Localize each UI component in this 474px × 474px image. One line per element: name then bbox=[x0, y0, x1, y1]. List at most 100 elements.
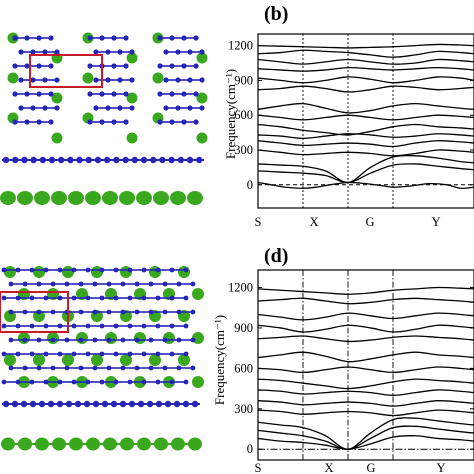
boron-atom bbox=[54, 49, 60, 55]
boron-atom bbox=[24, 35, 30, 41]
boron-atom bbox=[163, 105, 169, 111]
boron-atom bbox=[78, 337, 84, 343]
metal-atom bbox=[105, 332, 117, 344]
boron-atom bbox=[65, 400, 73, 408]
phonon-band bbox=[258, 417, 474, 450]
boron-atom bbox=[71, 267, 77, 273]
boron-atom bbox=[92, 281, 98, 287]
metal-atom bbox=[196, 52, 208, 64]
metal-atom bbox=[178, 354, 190, 366]
unit-cell bbox=[0, 291, 69, 333]
boron-atom bbox=[196, 156, 203, 164]
boron-atom bbox=[193, 91, 199, 97]
phonon-band bbox=[258, 409, 474, 417]
metal-atom bbox=[188, 437, 202, 451]
boron-atom bbox=[78, 309, 84, 315]
boron-atom bbox=[157, 91, 163, 97]
x-tick-label: S bbox=[255, 461, 262, 474]
boron-atom bbox=[30, 156, 37, 164]
boron-atom bbox=[183, 351, 189, 357]
boron-atom bbox=[129, 49, 135, 55]
boron-atom bbox=[169, 267, 175, 273]
boron-atom bbox=[155, 295, 161, 301]
boron-atom bbox=[48, 156, 56, 164]
x-tick-label: X bbox=[309, 215, 318, 229]
x-tick-label: S bbox=[255, 215, 262, 229]
boron-atom bbox=[1, 323, 7, 329]
phonon-band bbox=[258, 378, 474, 390]
y-tick-label: 0 bbox=[247, 178, 253, 192]
boron-atom bbox=[36, 365, 42, 371]
plot-area-b: 0 300 600 900 1200 bbox=[228, 33, 474, 209]
crystal-structure-bottom-view bbox=[0, 266, 204, 388]
boron-atom bbox=[181, 119, 187, 125]
phonon-band bbox=[258, 140, 474, 148]
boron-atom bbox=[92, 400, 100, 408]
boron-atom bbox=[111, 119, 117, 125]
boron-atom bbox=[137, 400, 145, 408]
boron-atom bbox=[38, 400, 46, 408]
boron-atom bbox=[20, 400, 28, 408]
boron-atom bbox=[67, 156, 74, 164]
boron-atom bbox=[50, 281, 56, 287]
boron-atom bbox=[93, 49, 99, 55]
boron-atom bbox=[93, 105, 99, 111]
boron-atom bbox=[128, 400, 136, 408]
boron-atom bbox=[12, 91, 18, 97]
metal-atom bbox=[136, 191, 152, 205]
metal-atom bbox=[126, 52, 138, 64]
boron-atom bbox=[169, 63, 175, 69]
phonon-band bbox=[258, 102, 474, 114]
boron-atom bbox=[177, 156, 184, 164]
boron-atom bbox=[57, 323, 63, 329]
boron-atom bbox=[43, 351, 49, 357]
boron-atom bbox=[85, 379, 91, 385]
boron-atom bbox=[12, 156, 19, 164]
boron-atom bbox=[163, 49, 169, 55]
metal-atom bbox=[120, 354, 132, 366]
boron-atom bbox=[134, 365, 140, 371]
boron-atom bbox=[123, 91, 129, 97]
boron-atom bbox=[187, 77, 193, 83]
metal-atom bbox=[171, 437, 185, 451]
boron-atom bbox=[15, 351, 21, 357]
boron-atom bbox=[141, 267, 147, 273]
boron-atom bbox=[113, 156, 120, 164]
boron-atom bbox=[190, 309, 196, 315]
boron-atom bbox=[48, 63, 54, 69]
boron-atom bbox=[127, 267, 133, 273]
boron-atom bbox=[8, 337, 14, 343]
boron-atom bbox=[2, 156, 10, 164]
crystal-structure-top-view bbox=[7, 32, 208, 144]
boron-atom bbox=[99, 295, 105, 301]
metal-atom bbox=[170, 191, 186, 205]
metal-atom bbox=[137, 437, 151, 451]
boron-atom bbox=[162, 281, 168, 287]
boron-atom bbox=[169, 91, 175, 97]
boron-atom bbox=[193, 35, 199, 41]
boron-atom bbox=[42, 77, 48, 83]
boron-atom bbox=[24, 119, 30, 125]
boron-atom bbox=[12, 63, 18, 69]
boron-atom bbox=[39, 156, 46, 164]
metal-atom bbox=[149, 354, 161, 366]
boron-atom bbox=[54, 105, 60, 111]
metal-atom bbox=[17, 191, 33, 205]
boron-atom bbox=[99, 267, 105, 273]
boron-atom bbox=[36, 91, 42, 97]
boron-atom bbox=[155, 323, 161, 329]
boron-atom bbox=[120, 281, 126, 287]
boron-atom bbox=[157, 35, 163, 41]
boron-atom bbox=[175, 105, 181, 111]
boron-atom bbox=[18, 105, 24, 111]
boron-atom bbox=[94, 156, 102, 164]
boron-atom bbox=[141, 295, 147, 301]
boron-atom bbox=[92, 309, 98, 315]
boron-atom bbox=[12, 119, 18, 125]
x-tick-label: G bbox=[366, 461, 375, 474]
boron-atom bbox=[169, 119, 175, 125]
boron-atom bbox=[146, 400, 154, 408]
boron-atom bbox=[169, 35, 175, 41]
boron-atom bbox=[176, 309, 182, 315]
boron-atom bbox=[99, 323, 105, 329]
